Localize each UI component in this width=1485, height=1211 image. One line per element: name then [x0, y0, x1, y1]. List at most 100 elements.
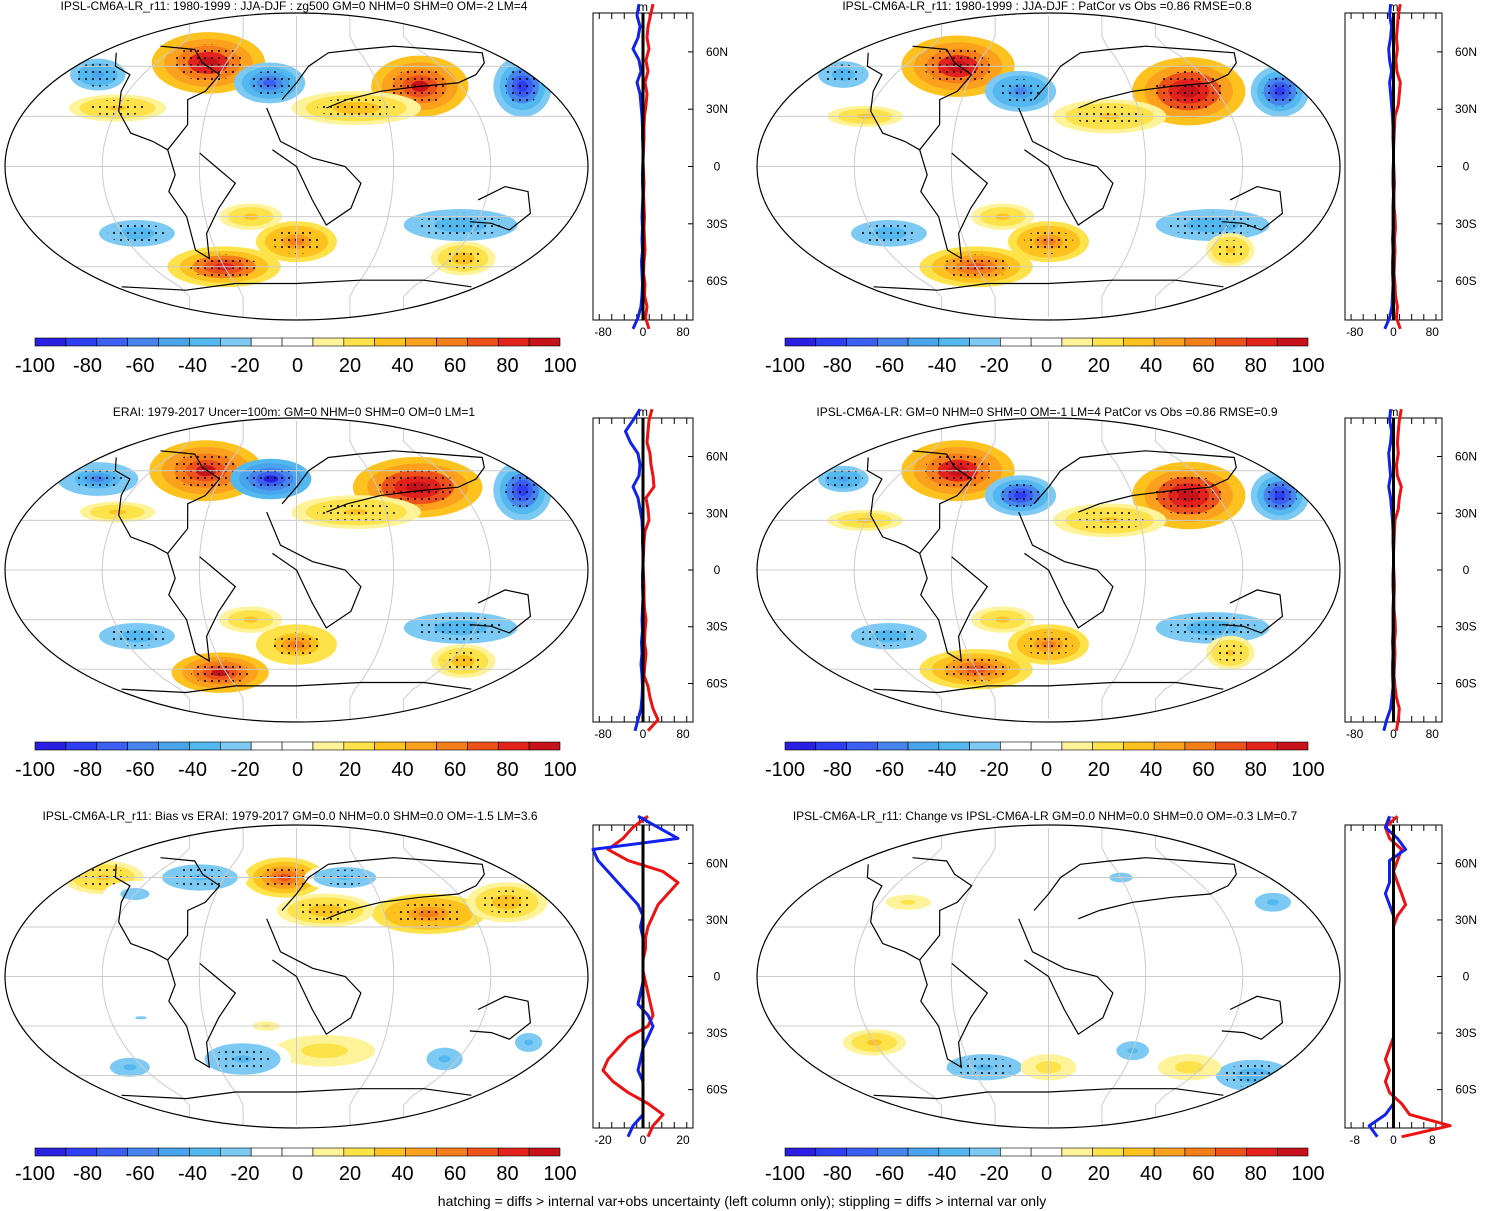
colorbar-tick-label: -20	[980, 759, 1009, 781]
colorbar-swatch	[1215, 337, 1247, 347]
graticule-lon	[101, 16, 191, 317]
lat-tick-label: 0	[714, 563, 721, 577]
colorbar-swatch	[1123, 1147, 1155, 1157]
lat-tick-label: 60S	[1455, 676, 1476, 690]
stippling	[955, 1057, 1014, 1078]
stippling	[317, 501, 396, 523]
colorbar-swatch	[907, 741, 940, 751]
colorbar-tick-label: 100	[1291, 355, 1324, 377]
colorbar-tick-label: -60	[875, 1163, 904, 1185]
profile-unit: m	[638, 405, 648, 419]
stippling	[505, 67, 541, 105]
colorbar-swatch	[497, 337, 530, 347]
colorbar-tick-label: 80	[1245, 355, 1267, 377]
graticule-lon	[349, 421, 395, 719]
map-outline	[756, 824, 1341, 1129]
colorbar-tick-label: -40	[927, 759, 956, 781]
colorbar-swatch	[65, 337, 98, 347]
colorbar-tick-label: -40	[178, 1163, 207, 1185]
graticule-lon	[1101, 828, 1147, 1125]
colorbar-tick-label: -80	[823, 355, 852, 377]
graticule-lon	[1154, 421, 1244, 719]
stippling	[107, 223, 167, 244]
colorbar-tick-label: 100	[1291, 1163, 1324, 1185]
lat-tick-label: 60N	[706, 45, 728, 59]
colorbar-tick-label: -20	[231, 1163, 260, 1185]
colorbar-swatch	[405, 337, 437, 347]
graticule-lon	[853, 16, 943, 317]
colorbar-tick-label: 100	[543, 1163, 576, 1185]
colorbar-swatch	[343, 1147, 376, 1157]
map-area	[757, 13, 1340, 320]
coastline	[121, 279, 472, 291]
profile-x-tick-label: 80	[1426, 727, 1440, 741]
stippling	[416, 615, 505, 641]
stippling	[191, 660, 250, 685]
colorbar-tick-label: -60	[875, 759, 904, 781]
panel-6: IPSL-CM6A-LR_r11: Change vs IPSL-CM6A-LR…	[756, 809, 1477, 1185]
colorbar-swatch	[96, 741, 128, 751]
colorbar-swatch	[1184, 337, 1217, 347]
graticule-lon	[198, 828, 244, 1125]
coastline	[873, 1088, 1224, 1100]
lat-tick-label: 30S	[706, 217, 727, 231]
colorbar-swatch	[405, 741, 437, 751]
map-outline	[4, 824, 589, 1129]
stippling	[823, 468, 863, 490]
colorbar-swatch	[907, 1147, 940, 1157]
coastline	[1033, 45, 1237, 109]
stippling	[1215, 642, 1245, 663]
colorbar-tick-label: 40	[1140, 355, 1162, 377]
colorbar-tick-label: -40	[178, 355, 207, 377]
colorbar-tick-label: 60	[1192, 759, 1214, 781]
colorbar-swatch	[96, 1147, 128, 1157]
anomaly-contour	[438, 1055, 451, 1063]
colorbar-tick-label: 20	[1088, 1163, 1110, 1185]
graticule-lon	[1101, 16, 1147, 317]
colorbar-swatch	[1184, 1147, 1217, 1157]
coastline	[167, 553, 237, 663]
stippling	[174, 44, 243, 82]
footer-note: hatching = diffs > internal var+obs unce…	[438, 1193, 1046, 1209]
colorbar-swatch	[189, 741, 221, 751]
panel-4: IPSL-CM6A-LR: GM=0 NHM=0 SHM=0 OM=-1 LM=…	[756, 405, 1477, 781]
lat-tick-label: 30N	[1455, 102, 1477, 116]
graticule-lon	[402, 828, 492, 1125]
stippling	[248, 70, 291, 96]
colorbar-tick-label: -100	[15, 355, 55, 377]
colorbar-swatch	[436, 1147, 468, 1157]
colorbar-tick-label: 80	[496, 1163, 518, 1185]
colorbar-tick-label: 80	[1245, 1163, 1267, 1185]
colorbar-swatch	[250, 741, 283, 751]
graticule-lon	[950, 828, 996, 1125]
colorbar-tick-label: -60	[875, 355, 904, 377]
panel-title: IPSL-CM6A-LR_r11: Change vs IPSL-CM6A-LR…	[793, 809, 1298, 823]
stippling	[416, 212, 505, 238]
profile-x-tick-label: 0	[640, 325, 647, 339]
lat-tick-label: 0	[714, 160, 721, 174]
coastline	[1221, 185, 1284, 231]
profile-x-tick-label: -80	[1346, 727, 1364, 741]
colorbar-tick-label: 40	[1140, 759, 1162, 781]
map-area	[5, 418, 588, 722]
lat-tick-label: 60N	[706, 856, 728, 870]
colorbar-swatch	[281, 1147, 314, 1157]
coastline	[266, 918, 362, 1036]
lat-tick-label: 30S	[706, 620, 727, 634]
colorbar-swatch	[189, 1147, 221, 1157]
profile-x-tick-label: -8	[1349, 1133, 1360, 1147]
colorbar-swatch	[938, 741, 970, 751]
colorbar-swatch	[1153, 1147, 1186, 1157]
lat-tick-label: 0	[1463, 970, 1470, 984]
map-outline	[4, 12, 589, 321]
graticule-lon	[198, 16, 244, 317]
stippling	[999, 79, 1042, 104]
coastline	[281, 450, 485, 513]
stippling	[482, 890, 532, 915]
profile-x-tick-label: 0	[1390, 325, 1397, 339]
coastline	[1018, 511, 1114, 629]
lat-tick-label: 60S	[706, 274, 727, 288]
colorbar-swatch	[374, 741, 406, 751]
